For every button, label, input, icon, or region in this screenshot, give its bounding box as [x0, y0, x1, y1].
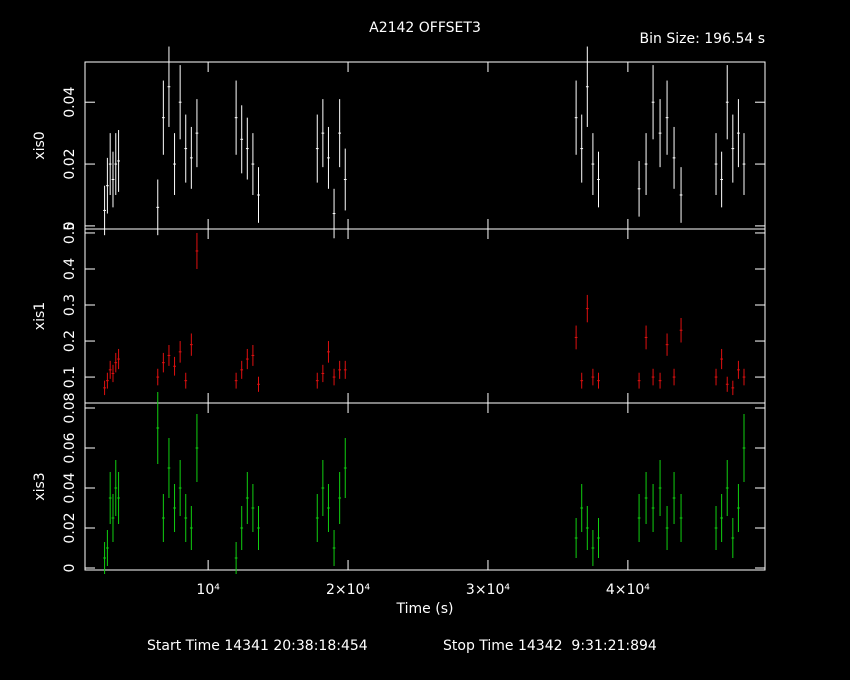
y-tick-label: 0.06: [62, 432, 78, 463]
panel-frame: [84, 61, 766, 230]
y-tick-label: 0.04: [62, 472, 78, 503]
panel-frame: [84, 402, 766, 571]
x-tick-label: 10⁴: [196, 582, 220, 598]
y-tick-label: 0.2: [62, 330, 78, 352]
y-tick-label: 0.04: [62, 87, 78, 118]
x-axis-label: Time (s): [396, 601, 454, 617]
x-tick-label: 4×10⁴: [606, 582, 650, 598]
start-time: Start Time 14341 20:38:18:454: [147, 638, 368, 654]
y-tick-label: 0.5: [62, 222, 78, 244]
y-tick-label: 0.02: [62, 512, 78, 543]
chart-title: A2142 OFFSET3: [369, 20, 481, 36]
y-axis-label: xis1: [32, 302, 48, 330]
y-tick-label: 0: [62, 564, 78, 573]
x-tick-label: 2×10⁴: [326, 582, 370, 598]
y-tick-label: 0.4: [62, 258, 78, 280]
y-axis-label: xis0: [32, 131, 48, 159]
y-tick-label: 0: [62, 221, 78, 230]
panel-frame: [84, 228, 766, 404]
y-axis-label: xis3: [32, 472, 48, 500]
y-tick-label: 0.02: [62, 148, 78, 179]
y-tick-label: 0.08: [62, 392, 78, 423]
x-tick-label: 3×10⁴: [466, 582, 510, 598]
y-tick-label: 0.1: [62, 366, 78, 388]
y-tick-label: 0.3: [62, 294, 78, 316]
stop-time: Stop Time 14342 9:31:21:894: [443, 638, 657, 654]
bin-size: Bin Size: 196.54 s: [640, 31, 765, 47]
